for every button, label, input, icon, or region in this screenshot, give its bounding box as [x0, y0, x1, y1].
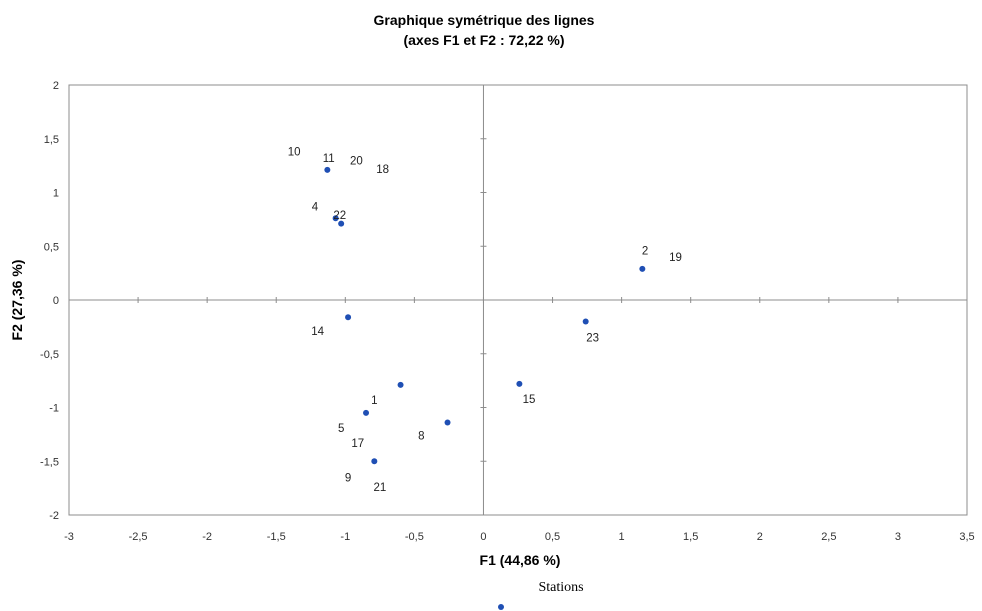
point-label: 20 [350, 155, 363, 167]
data-point [516, 380, 523, 387]
data-point [639, 265, 646, 272]
x-tick-label: -1 [340, 531, 350, 543]
point-label: 4 [312, 201, 319, 213]
data-point [444, 419, 451, 426]
x-tick-label: -2 [202, 531, 212, 543]
x-tick-label: 3 [895, 531, 901, 543]
point-label: 11 [323, 153, 335, 165]
data-point [345, 314, 352, 321]
y-tick-label: 0 [53, 295, 59, 307]
point-label: 5 [338, 423, 344, 435]
point-label: 9 [345, 472, 351, 484]
x-tick-label: 0 [480, 531, 486, 543]
y-tick-label: 1,5 [44, 134, 59, 146]
x-tick-label: 1,5 [683, 531, 698, 543]
point-label: 19 [669, 252, 682, 264]
x-tick-label: 3,5 [959, 531, 974, 543]
chart-title-line-2: (axes F1 et F2 : 72,22 %) [403, 32, 564, 48]
point-label: 1 [371, 395, 377, 407]
y-tick-label: -0,5 [40, 349, 59, 361]
data-point [338, 220, 345, 227]
y-tick-label: -1,5 [40, 456, 59, 468]
data-point [332, 215, 339, 222]
data-points [324, 166, 646, 465]
point-label: 14 [311, 326, 324, 338]
y-tick-label: -1 [49, 403, 59, 415]
point-label: 8 [418, 430, 424, 442]
x-axis-title: F1 (44,86 %) [480, 552, 561, 568]
tick-labels: -3 -2,5 -2 -1,5 -1 -0,5 0 0,5 1 1,5 2 2,5 3 3,5 -2 -1,5… [40, 80, 975, 543]
point-label: 21 [373, 482, 386, 494]
point-label: 10 [288, 147, 301, 159]
data-point [371, 458, 378, 465]
point-label: 18 [376, 164, 389, 176]
legend-marker [498, 604, 504, 610]
y-tick-label: -2 [49, 510, 59, 522]
data-point [397, 381, 404, 388]
axes-layer [68, 84, 968, 516]
y-tick-label: 0,5 [44, 241, 59, 253]
data-point [324, 166, 331, 173]
point-label: 23 [586, 333, 599, 345]
x-tick-label: 2,5 [821, 531, 836, 543]
point-label: 17 [351, 438, 364, 450]
point-label: 15 [523, 394, 536, 406]
x-tick-label: 0,5 [545, 531, 560, 543]
x-tick-label: -1,5 [267, 531, 286, 543]
y-tick-label: 1 [53, 188, 59, 200]
y-tick-label: 2 [53, 80, 59, 92]
x-tick-label: -3 [64, 531, 74, 543]
point-label: 2 [642, 246, 648, 258]
legend-label: Stations [538, 580, 583, 595]
data-point [582, 318, 589, 325]
x-tick-label: -0,5 [405, 531, 424, 543]
x-tick-label: 2 [757, 531, 763, 543]
chart-title-line-1: Graphique symétrique des lignes [374, 12, 595, 28]
y-axis-title: F2 (27,36 %) [9, 260, 25, 341]
data-point [363, 409, 370, 416]
point-label: 22 [333, 210, 346, 222]
x-tick-label: -2,5 [129, 531, 148, 543]
x-tick-label: 1 [619, 531, 625, 543]
